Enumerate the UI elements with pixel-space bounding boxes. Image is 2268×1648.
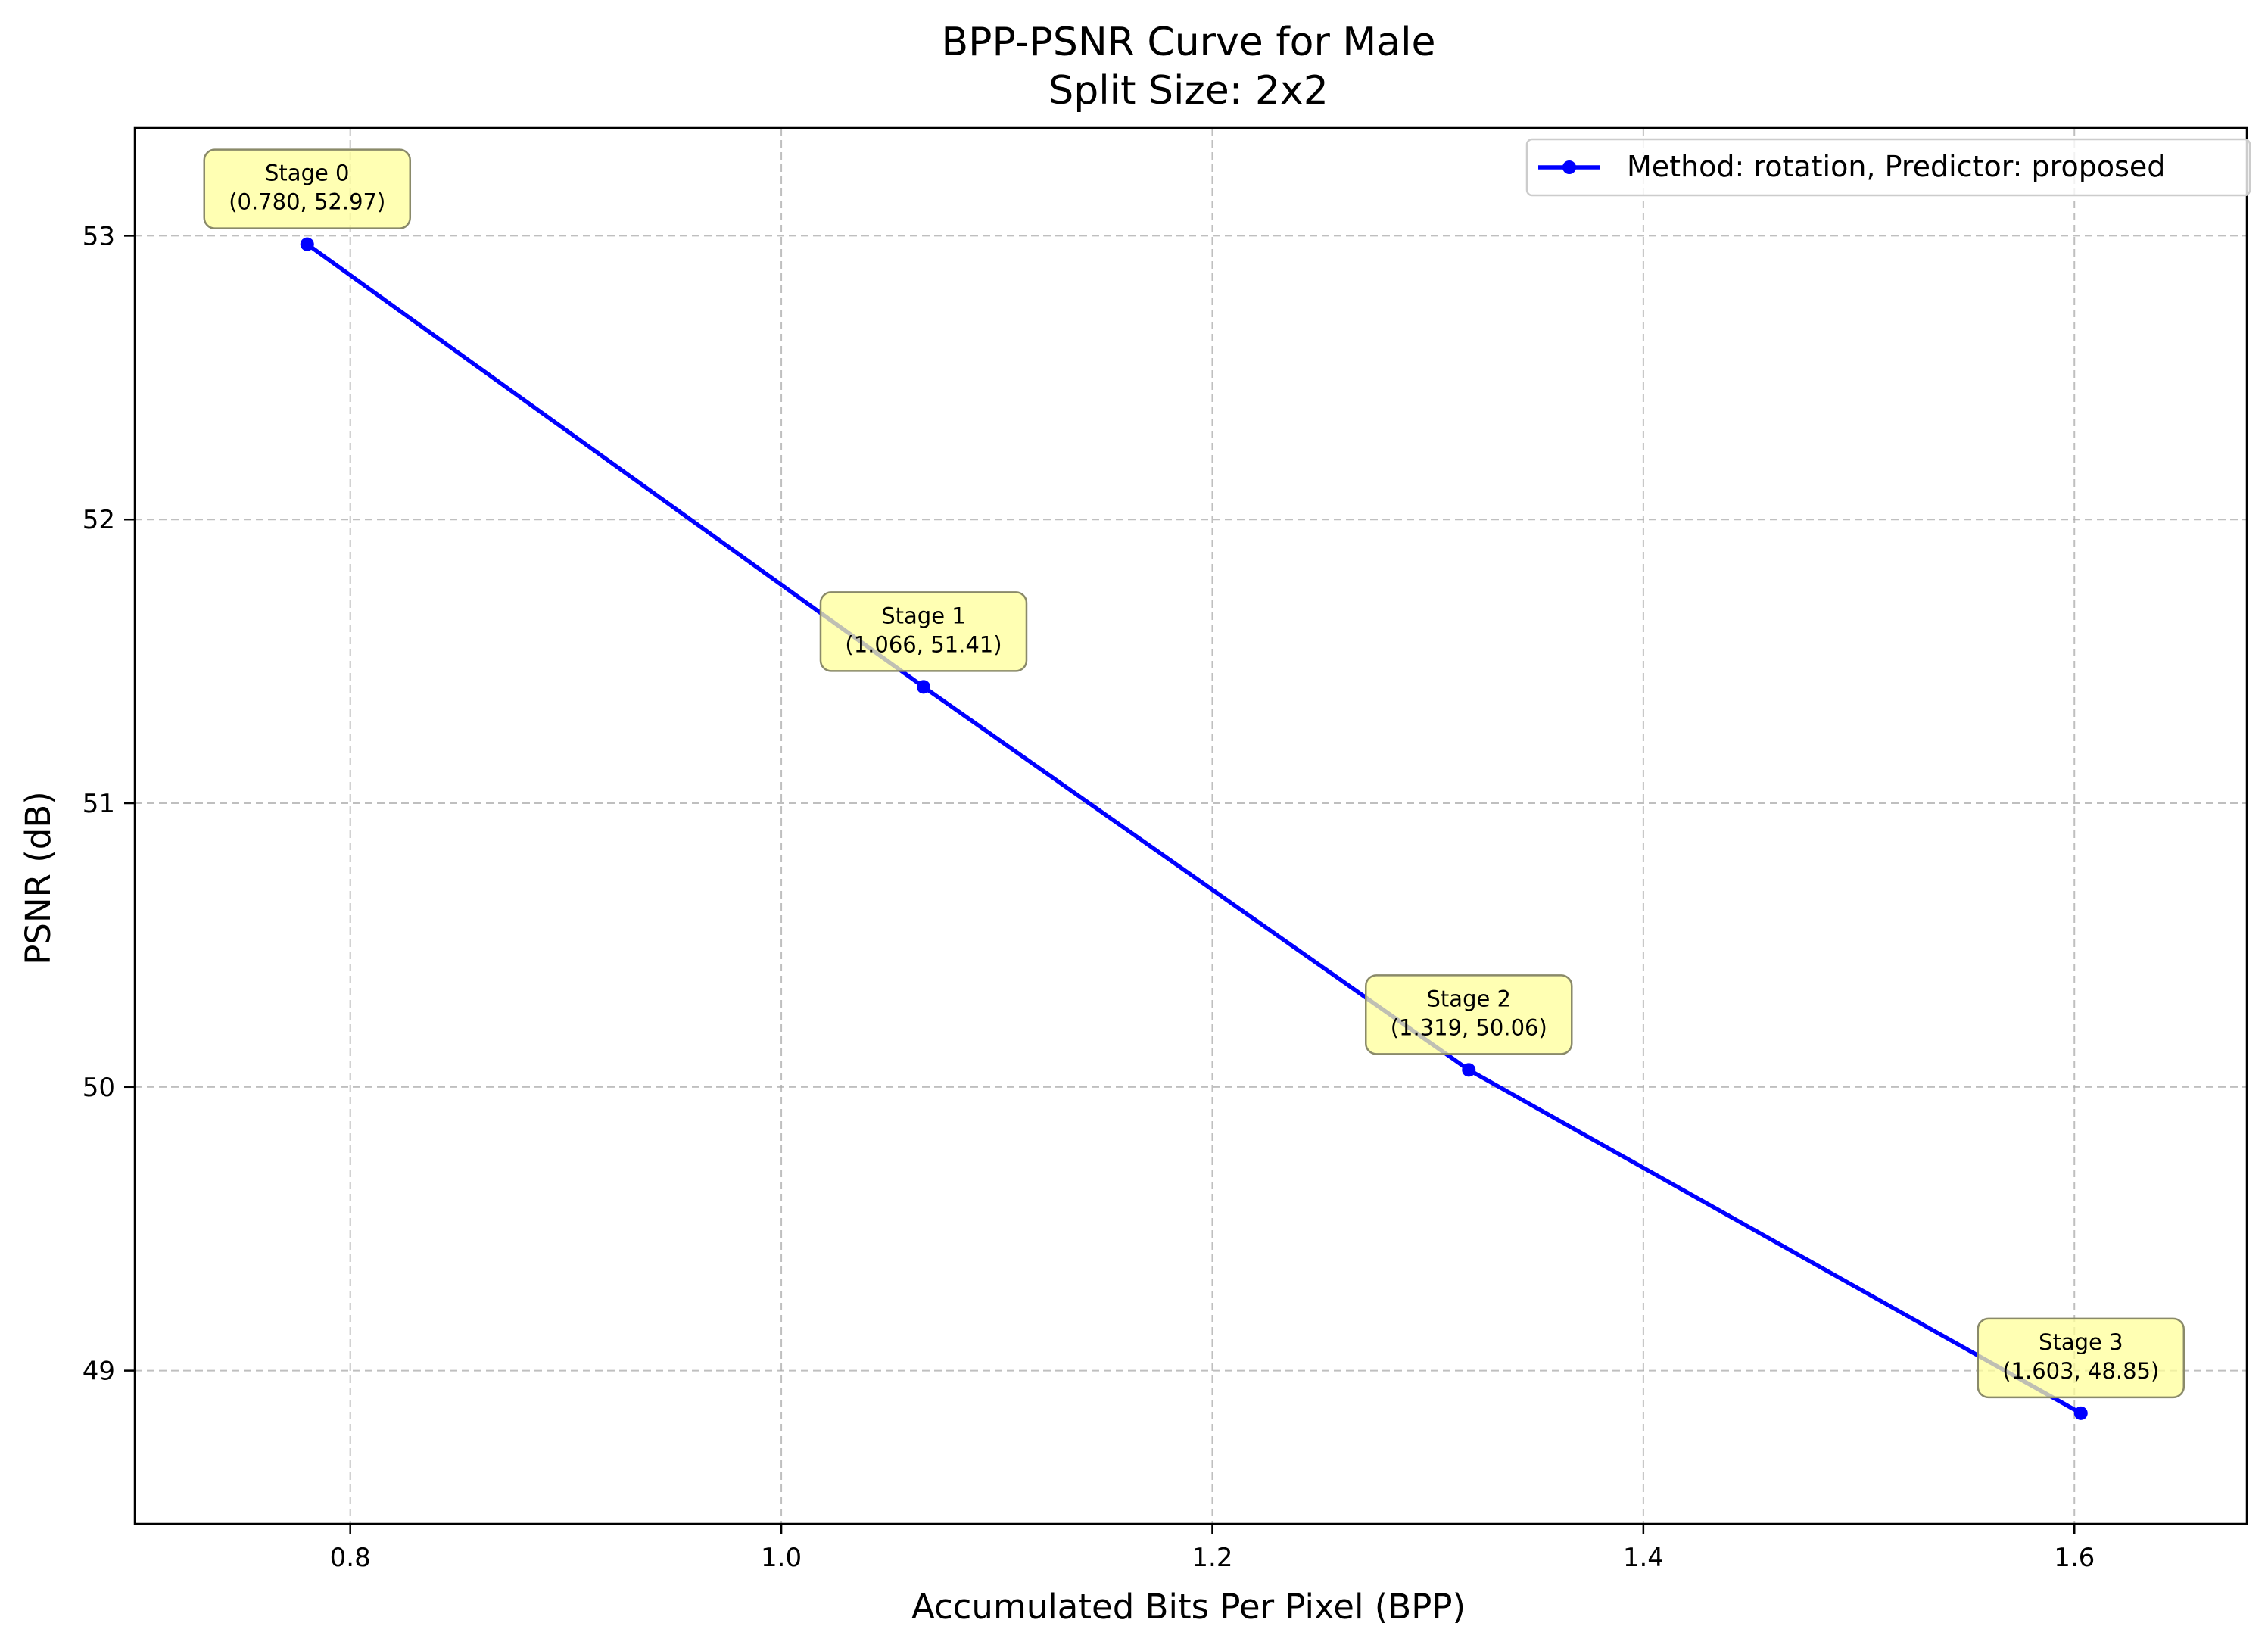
grid-lines: [135, 128, 2247, 1524]
stage-annotation: Stage 2 (1.319, 50.06): [1365, 974, 1573, 1055]
y-tick-label: 49: [83, 1357, 115, 1387]
annotation-coordinates: (1.319, 50.06): [1391, 1014, 1547, 1040]
annotation-stage-label: Stage 2: [1427, 986, 1511, 1011]
annotation-coordinates: (1.066, 51.41): [845, 631, 1002, 657]
legend-marker: [1562, 160, 1576, 174]
x-axis-label: Accumulated Bits Per Pixel (BPP): [911, 1587, 1466, 1627]
series-line: [306, 242, 2083, 1416]
annotation-stage-label: Stage 1: [881, 603, 965, 628]
x-tick-label: 0.8: [330, 1543, 371, 1573]
plot-frame: [133, 126, 2248, 1525]
stage-annotation: Stage 1 (1.066, 51.41): [819, 591, 1028, 672]
chart-title: BPP-PSNR Curve for Male: [941, 20, 1435, 65]
annotation-stage-label: Stage 3: [2039, 1329, 2123, 1355]
stage-annotation: Stage 0 (0.780, 52.97): [203, 148, 412, 229]
x-tick-label: 1.0: [761, 1543, 802, 1573]
y-axis-label: PSNR (dB): [18, 791, 58, 964]
annotation-box: [1977, 1317, 2185, 1399]
x-tick-label: 1.6: [2054, 1543, 2095, 1573]
annotation-coordinates: (0.780, 52.97): [229, 189, 385, 215]
annotations-layer: Stage 0 (0.780, 52.97) Stage 1 (1.066, 51.4…: [203, 148, 2185, 1399]
data-point: [300, 237, 314, 251]
chart-subtitle: Split Size: 2x2: [1048, 68, 1329, 114]
legend-label: Method: rotation, Predictor: proposed: [1627, 150, 2165, 183]
y-tick-label: 53: [83, 221, 115, 251]
annotation-stage-label: Stage 0: [265, 160, 349, 186]
x-tick-label: 1.4: [1623, 1543, 1664, 1573]
y-tick-label: 52: [83, 505, 115, 535]
annotation-coordinates: (1.603, 48.85): [2002, 1358, 2159, 1384]
data-point: [1462, 1063, 1476, 1077]
series-layer: [300, 237, 2088, 1420]
axes-layer: 0.8 1.0 1.2 1.4 1.6 49 50 51 52 53: [83, 126, 2248, 1573]
stage-annotation: Stage 3 (1.603, 48.85): [1977, 1317, 2185, 1399]
legend: Method: rotation, Predictor: proposed: [1525, 138, 2251, 197]
annotation-box: [1365, 974, 1573, 1055]
y-tick-label: 50: [83, 1073, 115, 1103]
x-tick-label: 1.2: [1192, 1543, 1232, 1573]
annotation-box: [819, 591, 1028, 672]
legend-box: [1525, 138, 2251, 197]
annotation-box: [203, 148, 412, 229]
data-point: [916, 680, 930, 694]
data-point: [2073, 1406, 2088, 1420]
y-tick-label: 51: [83, 789, 115, 819]
